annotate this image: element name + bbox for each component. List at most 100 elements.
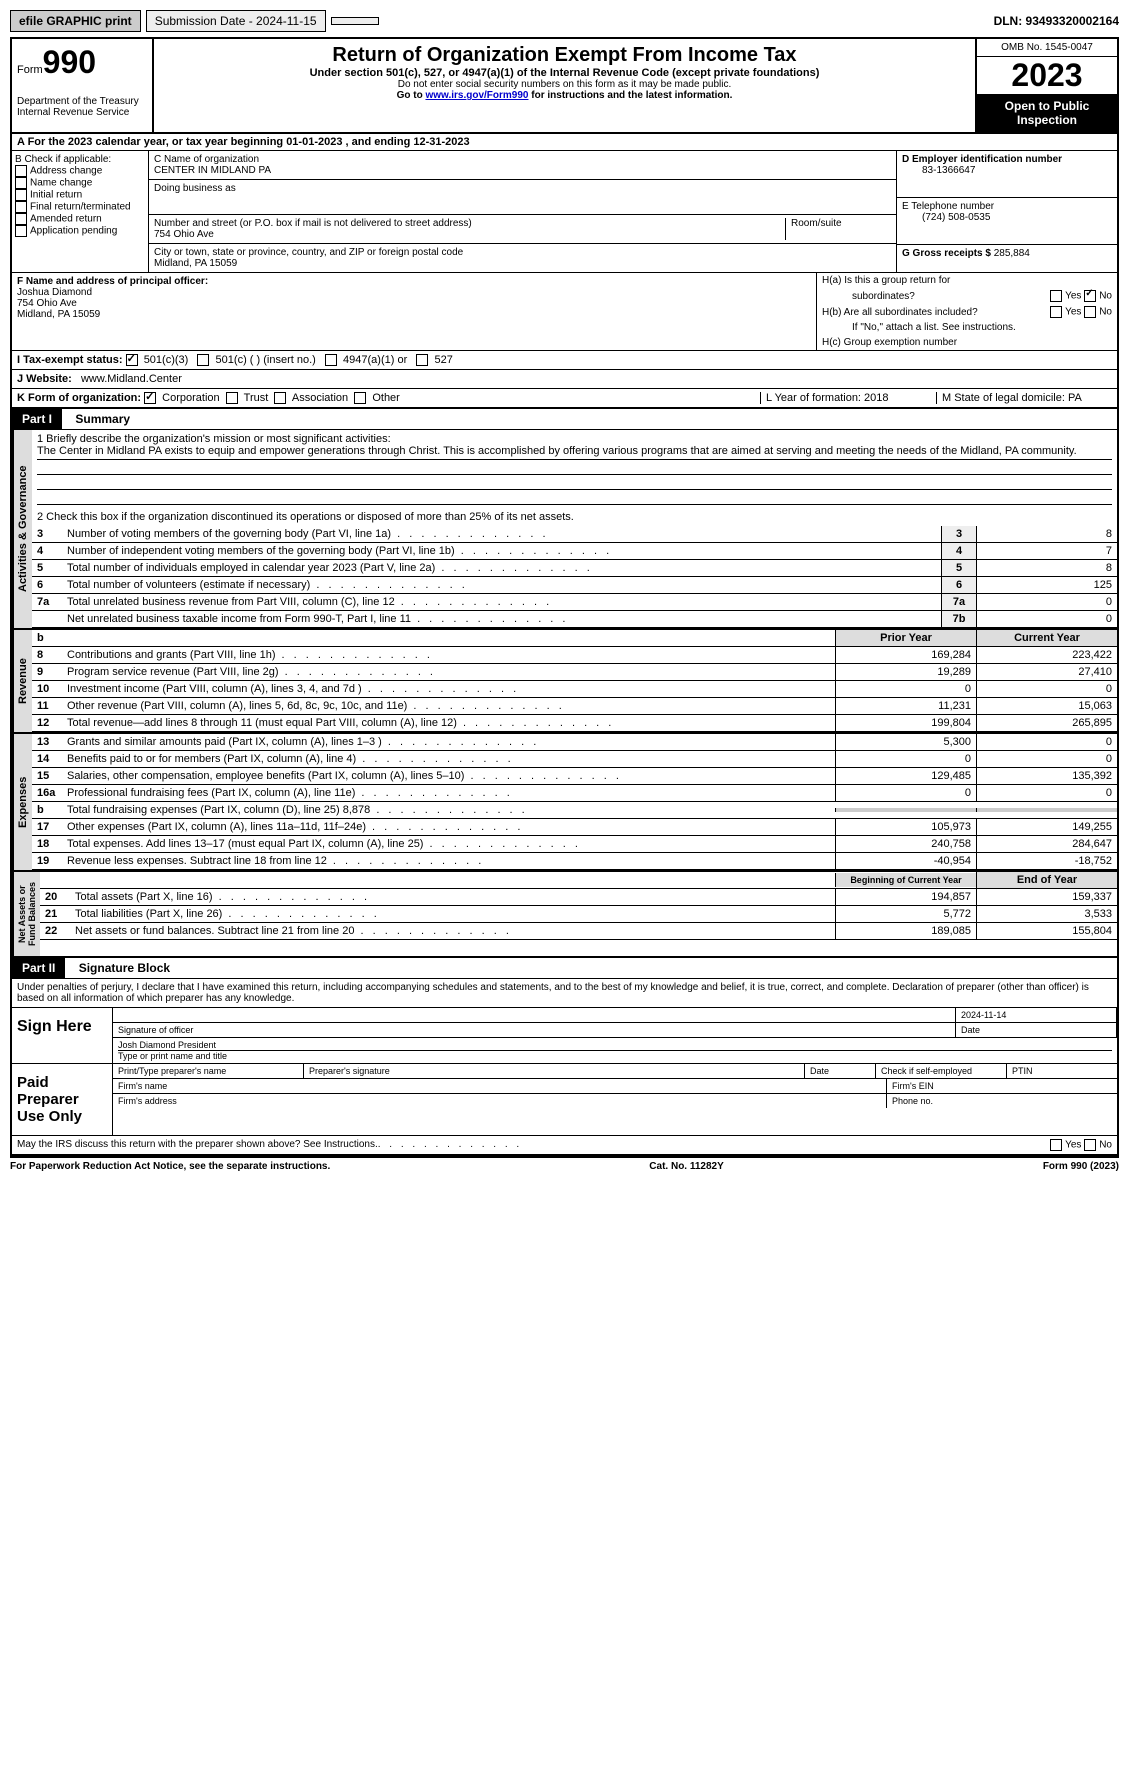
501c3-check[interactable] [126, 354, 138, 366]
part1-header: Part I Summary [12, 409, 1117, 430]
mission-label: 1 Briefly describe the organization's mi… [37, 433, 1112, 445]
line-box: 7b [941, 611, 976, 627]
hb-yes-check[interactable] [1050, 306, 1062, 318]
box-c: C Name of organization CENTER IN MIDLAND… [149, 151, 896, 272]
net-header: Beginning of Current Year End of Year [40, 872, 1117, 889]
summary-line: 22 Net assets or fund balances. Subtract… [40, 923, 1117, 940]
summary-line: 6 Total number of volunteers (estimate i… [32, 577, 1117, 594]
org-name-row: C Name of organization CENTER IN MIDLAND… [149, 151, 896, 180]
vtab-governance: Activities & Governance [12, 430, 32, 628]
summary-line: 17 Other expenses (Part IX, column (A), … [32, 819, 1117, 836]
other-check[interactable] [354, 392, 366, 404]
discuss-yes[interactable] [1050, 1139, 1062, 1151]
summary-line: 19 Revenue less expenses. Subtract line … [32, 853, 1117, 870]
name-label: Type or print name and title [118, 1051, 1112, 1061]
ha-yn: Yes No [1050, 290, 1112, 302]
omb-number: OMB No. 1545-0047 [977, 39, 1117, 57]
curr-val: 0 [976, 751, 1117, 767]
ha-no-check[interactable] [1084, 290, 1096, 302]
mission-block: 1 Briefly describe the organization's mi… [32, 430, 1117, 508]
tax-year: 2023 [977, 57, 1117, 94]
form-header: Form990 Department of the Treasury Inter… [12, 39, 1117, 134]
prior-val: 240,758 [835, 836, 976, 852]
paid-line3: Firm's address Phone no. [113, 1094, 1117, 1108]
line-num: 18 [32, 836, 67, 852]
line-desc: Number of independent voting members of … [67, 543, 941, 559]
line-num: 9 [32, 664, 67, 680]
revenue-section: Revenue b Prior Year Current Year 8 Cont… [12, 630, 1117, 734]
firm-ein-label: Firm's EIN [887, 1079, 1117, 1093]
opt-assoc: Association [292, 392, 348, 404]
exp-lines: 13 Grants and similar amounts paid (Part… [32, 734, 1117, 870]
line-val: 0 [976, 611, 1117, 627]
4947-check[interactable] [325, 354, 337, 366]
efile-button[interactable]: efile GRAPHIC print [10, 10, 141, 32]
check-initial[interactable]: Initial return [15, 189, 145, 201]
curr-val: 15,063 [976, 698, 1117, 714]
curr-val: 0 [976, 681, 1117, 697]
blank-line [37, 490, 1112, 505]
footer-formnum: 990 [1071, 1161, 1088, 1172]
summary-line: Net unrelated business taxable income fr… [32, 611, 1117, 628]
gov-content: 1 Briefly describe the organization's mi… [32, 430, 1117, 628]
vtab-expenses: Expenses [12, 734, 32, 870]
date-label: Date [956, 1023, 1117, 1037]
check-label: Application pending [30, 226, 117, 237]
footer-year: 2023 [1093, 1161, 1115, 1172]
527-check[interactable] [416, 354, 428, 366]
assoc-check[interactable] [274, 392, 286, 404]
ha2-row: subordinates? Yes No [817, 288, 1117, 304]
ein-row: D Employer identification number 83-1366… [897, 151, 1117, 198]
summary-line: b Total fundraising expenses (Part IX, c… [32, 802, 1117, 819]
netassets-section: Net Assets or Fund Balances Beginning of… [12, 872, 1117, 958]
j-label: J Website: [17, 373, 72, 385]
ha-yes-check[interactable] [1050, 290, 1062, 302]
city-label: City or town, state or province, country… [154, 247, 891, 258]
k-label: K Form of organization: [17, 392, 141, 404]
room-label: Room/suite [785, 218, 891, 240]
addr-row: Number and street (or P.O. box if mail i… [149, 215, 896, 244]
line-desc: Program service revenue (Part VIII, line… [67, 664, 835, 680]
addr-label: Number and street (or P.O. box if mail i… [154, 218, 785, 229]
line-num: 14 [32, 751, 67, 767]
preparer-date-label: Date [805, 1064, 876, 1078]
hb-no-check[interactable] [1084, 306, 1096, 318]
blank-line [37, 460, 1112, 475]
sig-officer-label: Signature of officer [113, 1023, 956, 1037]
check-address[interactable]: Address change [15, 165, 145, 177]
trust-check[interactable] [226, 392, 238, 404]
rev-lines: 8 Contributions and grants (Part VIII, l… [32, 647, 1117, 732]
line-box: 7a [941, 594, 976, 610]
line-num: 6 [32, 577, 67, 593]
k-left: K Form of organization: Corporation Trus… [17, 392, 760, 404]
paid-label: Paid Preparer Use Only [12, 1064, 113, 1135]
discuss-no[interactable] [1084, 1139, 1096, 1151]
summary-line: 8 Contributions and grants (Part VIII, l… [32, 647, 1117, 664]
no-label: No [1099, 1140, 1112, 1151]
top-bar: efile GRAPHIC print Submission Date - 20… [10, 10, 1119, 32]
sign-content: 2024-11-14 Signature of officer Date Jos… [113, 1008, 1117, 1063]
check-name[interactable]: Name change [15, 177, 145, 189]
street-addr: 754 Ohio Ave [154, 229, 785, 240]
line-box: 5 [941, 560, 976, 576]
tax-exempt-row: I Tax-exempt status: 501(c)(3) 501(c) ( … [12, 351, 1117, 369]
line-num: 10 [32, 681, 67, 697]
501c-check[interactable] [197, 354, 209, 366]
prior-val: 194,857 [835, 889, 976, 905]
curr-val: -18,752 [976, 853, 1117, 869]
box-b: B Check if applicable: Address change Na… [12, 151, 149, 272]
sign-here-row: Sign Here 2024-11-14 Signature of office… [12, 1008, 1117, 1064]
line-num: 21 [40, 906, 75, 922]
public-inspection: Open to Public Inspection [977, 94, 1117, 132]
preparer-name-label: Print/Type preparer's name [113, 1064, 304, 1078]
irs-link[interactable]: www.irs.gov/Form990 [425, 90, 528, 101]
prior-val: 0 [835, 751, 976, 767]
opt-trust: Trust [244, 392, 269, 404]
corp-check[interactable] [144, 392, 156, 404]
check-final[interactable]: Final return/terminated [15, 201, 145, 213]
ein-label: D Employer identification number [902, 154, 1112, 165]
ha2-label: subordinates? [822, 291, 915, 302]
check-pending[interactable]: Application pending [15, 225, 145, 237]
check-amended[interactable]: Amended return [15, 213, 145, 225]
activities-section: Activities & Governance 1 Briefly descri… [12, 430, 1117, 630]
